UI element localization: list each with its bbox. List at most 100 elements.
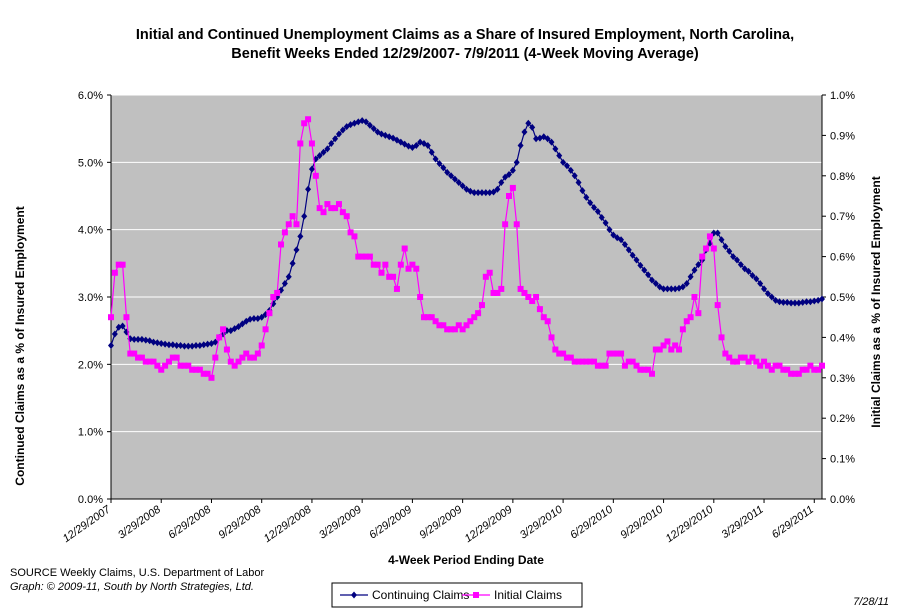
point bbox=[111, 330, 118, 338]
point bbox=[162, 362, 169, 369]
chart-title-box: Initial and Continued Unemployment Claim… bbox=[135, 27, 795, 62]
point bbox=[440, 164, 447, 172]
point bbox=[204, 340, 211, 348]
point bbox=[320, 148, 327, 156]
point bbox=[583, 193, 590, 201]
point bbox=[548, 138, 555, 146]
point bbox=[135, 335, 142, 343]
point bbox=[448, 326, 455, 333]
point bbox=[320, 209, 327, 216]
point bbox=[243, 350, 250, 357]
point bbox=[413, 142, 420, 149]
y-tick-label: 5.0% bbox=[78, 157, 103, 169]
point bbox=[819, 295, 825, 303]
point bbox=[409, 261, 416, 268]
point bbox=[258, 313, 265, 321]
point bbox=[795, 370, 802, 377]
x-tick-label: 12/29/2007 bbox=[61, 503, 114, 545]
point bbox=[200, 341, 207, 349]
point bbox=[606, 350, 613, 357]
point bbox=[668, 285, 675, 293]
point bbox=[571, 358, 578, 365]
point bbox=[525, 119, 532, 127]
point bbox=[316, 205, 323, 212]
point bbox=[463, 322, 470, 329]
point bbox=[235, 358, 242, 365]
point bbox=[370, 261, 377, 268]
point bbox=[691, 294, 698, 300]
point bbox=[803, 366, 810, 373]
point bbox=[324, 145, 331, 153]
point bbox=[703, 245, 710, 252]
point bbox=[363, 118, 370, 126]
point bbox=[123, 328, 130, 336]
point bbox=[718, 334, 725, 341]
point bbox=[815, 366, 822, 373]
point bbox=[521, 289, 528, 296]
point bbox=[676, 346, 683, 353]
point bbox=[610, 231, 617, 239]
y2-tick-label: 0.3% bbox=[830, 373, 855, 385]
point bbox=[610, 350, 617, 357]
point bbox=[459, 182, 466, 190]
point bbox=[436, 160, 443, 168]
point bbox=[529, 298, 536, 305]
y2-axis-title: Initial Claims as a % of Insured Employm… bbox=[869, 176, 883, 427]
chart-title: Initial and Continued Unemployment Claim… bbox=[135, 27, 795, 62]
legend-label: Continuing Claims bbox=[372, 588, 469, 602]
point bbox=[258, 342, 265, 349]
point bbox=[138, 335, 145, 343]
point bbox=[301, 212, 308, 220]
point bbox=[355, 253, 362, 260]
y-axis-title: Continued Claims as a % of Insured Emplo… bbox=[13, 206, 27, 485]
point bbox=[648, 370, 655, 377]
point bbox=[618, 236, 625, 244]
point bbox=[548, 334, 555, 341]
source: SOURCE Weekly Claims, U.S. Department of… bbox=[10, 567, 264, 579]
point bbox=[753, 275, 760, 283]
point bbox=[714, 229, 721, 237]
point bbox=[165, 358, 172, 365]
point bbox=[250, 354, 257, 361]
point bbox=[799, 366, 806, 373]
point bbox=[204, 370, 211, 377]
point bbox=[745, 358, 752, 365]
point bbox=[451, 326, 458, 333]
point bbox=[281, 229, 288, 236]
point bbox=[683, 280, 690, 288]
point bbox=[223, 346, 230, 353]
point bbox=[424, 314, 431, 321]
point bbox=[587, 199, 594, 207]
point bbox=[764, 290, 771, 298]
point bbox=[351, 233, 358, 240]
point bbox=[119, 261, 126, 268]
point bbox=[776, 362, 783, 369]
point bbox=[668, 346, 675, 353]
point bbox=[108, 341, 114, 349]
point bbox=[614, 350, 621, 357]
point bbox=[111, 269, 118, 276]
point bbox=[637, 261, 644, 269]
point bbox=[587, 358, 594, 365]
point bbox=[780, 298, 787, 306]
point bbox=[726, 247, 733, 255]
point bbox=[366, 253, 373, 260]
point bbox=[478, 302, 485, 309]
legend-label: Initial Claims bbox=[494, 588, 562, 602]
point bbox=[579, 187, 586, 195]
point bbox=[529, 123, 536, 131]
point bbox=[158, 339, 165, 347]
point bbox=[154, 339, 161, 347]
point bbox=[544, 318, 551, 325]
x-tick-label: 6/29/2010 bbox=[568, 503, 616, 541]
x-tick-label: 3/29/2010 bbox=[518, 503, 566, 541]
point bbox=[305, 116, 312, 123]
point bbox=[370, 125, 377, 133]
point bbox=[131, 350, 138, 357]
point bbox=[390, 273, 397, 280]
point bbox=[560, 350, 567, 357]
point bbox=[324, 201, 331, 208]
point bbox=[189, 366, 196, 373]
point bbox=[444, 326, 451, 333]
